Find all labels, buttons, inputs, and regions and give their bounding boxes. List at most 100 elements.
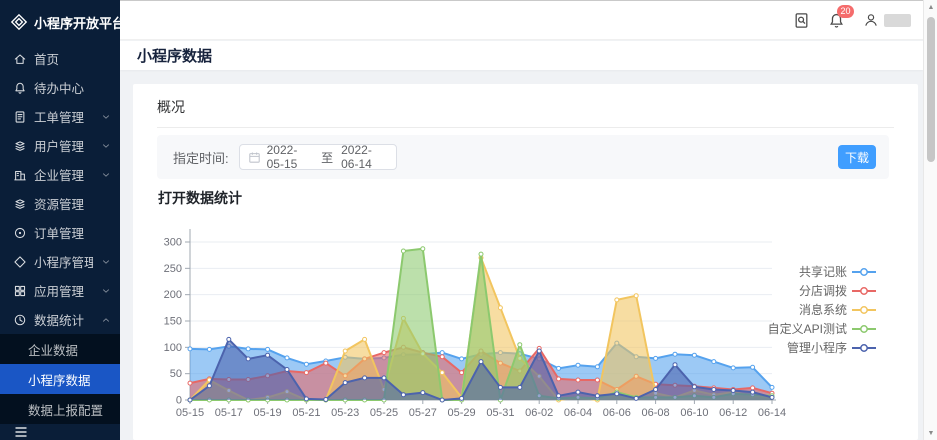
chevron-down-icon <box>100 256 112 268</box>
sidebar-item-label: 资源管理 <box>34 198 85 212</box>
sidebar-subitem[interactable]: 数据上报配置 <box>0 394 120 424</box>
sidebar-item-doc[interactable]: 工单管理 <box>0 102 120 131</box>
svg-text:05-23: 05-23 <box>331 407 359 419</box>
legend-item[interactable]: 共享记账 <box>768 262 877 281</box>
diamond-icon <box>13 255 27 269</box>
scroll-down-arrow[interactable]: ▼ <box>927 429 935 437</box>
legend-line-marker-icon <box>852 343 876 352</box>
layers-icon <box>13 197 27 211</box>
svg-text:05-25: 05-25 <box>370 407 398 419</box>
sidebar-subitem-label: 小程序数据 <box>28 373 91 388</box>
legend-label: 分店调拨 <box>798 284 847 298</box>
calendar-icon <box>248 151 261 164</box>
legend-line-marker-icon <box>852 324 876 333</box>
svg-text:250: 250 <box>164 263 182 275</box>
chart-title: 打开数据统计 <box>158 190 242 206</box>
sidebar-subitem-label: 企业数据 <box>28 343 79 358</box>
overview-card: 概况 指定时间: 2022-05-15 至 2022-06-14 下载 打开数据… <box>133 84 918 440</box>
sidebar-item-layers[interactable]: 资源管理 <box>0 189 120 218</box>
sidebar-item-order[interactable]: 订单管理 <box>0 218 120 247</box>
fold-menu-icon <box>13 424 29 440</box>
user-avatar-icon <box>863 12 879 28</box>
date-range-input[interactable]: 2022-05-15 至 2022-06-14 <box>238 143 397 171</box>
date-range-label: 指定时间: <box>173 150 229 166</box>
doc-icon <box>13 110 27 124</box>
user-name-redacted <box>884 13 911 27</box>
sidebar-subitem[interactable]: 小程序数据 <box>0 364 120 394</box>
sidebar-item-label: 工单管理 <box>34 111 85 125</box>
chevron-down-icon <box>100 285 112 297</box>
svg-text:06-02: 06-02 <box>525 407 553 419</box>
scroll-up-arrow[interactable]: ▲ <box>927 3 935 11</box>
sidebar-item-diamond[interactable]: 小程序管理 <box>0 247 120 276</box>
sidebar-subitem-label: 数据上报配置 <box>28 403 104 418</box>
bell-icon <box>13 81 27 95</box>
legend-item[interactable]: 自定义API测试 <box>768 319 877 338</box>
chevron-down-icon <box>100 140 112 152</box>
grid-icon <box>13 284 27 298</box>
legend-line-marker-icon <box>852 305 876 314</box>
section-divider <box>157 127 894 128</box>
legend-line-marker-icon <box>852 267 876 276</box>
notification-bell-icon[interactable]: 20 <box>828 4 854 29</box>
window-scrollbar[interactable]: ▲ ▼ <box>923 0 937 440</box>
sidebar-item-stats[interactable]: 数据统计 <box>0 305 120 334</box>
layers-icon <box>13 139 27 153</box>
date-end-value: 2022-06-14 <box>341 143 372 171</box>
svg-text:06-08: 06-08 <box>642 407 670 419</box>
svg-text:300: 300 <box>164 237 182 249</box>
date-separator: 至 <box>321 150 334 165</box>
sidebar-item-bell[interactable]: 待办中心 <box>0 73 120 102</box>
legend-label: 消息系统 <box>798 303 847 317</box>
legend-label: 共享记账 <box>798 265 847 279</box>
svg-text:05-29: 05-29 <box>448 407 476 419</box>
app-title: 小程序开放平台 <box>34 15 126 31</box>
chart-canvas: 0 50 100 150 200 250 300 05-15 05-17 05-19 05-21 05… <box>164 229 786 419</box>
sidebar-item-label: 应用管理 <box>34 285 85 299</box>
legend-label: 自定义API测试 <box>767 322 847 336</box>
sidebar-collapse-bar[interactable] <box>0 424 120 440</box>
sidebar-item-label: 用户管理 <box>34 140 85 154</box>
legend-item[interactable]: 消息系统 <box>768 300 877 319</box>
svg-text:05-17: 05-17 <box>215 407 243 419</box>
svg-text:06-10: 06-10 <box>680 407 708 419</box>
gem-logo-icon <box>10 13 28 31</box>
sidebar-item-label: 企业管理 <box>34 169 85 183</box>
app-logo[interactable]: 小程序开放平台 <box>0 0 125 44</box>
download-button[interactable]: 下载 <box>838 145 876 169</box>
sidebar-item-label: 首页 <box>34 53 60 67</box>
chart-legend: 共享记账 分店调拨 消息系统 自定义API测试 管理小程序 <box>768 262 877 357</box>
sidebar-item-label: 待办中心 <box>34 82 85 96</box>
svg-text:100: 100 <box>164 342 182 354</box>
section-title: 概况 <box>157 99 185 115</box>
user-menu[interactable] <box>863 12 911 28</box>
order-icon <box>13 226 27 240</box>
legend-item[interactable]: 管理小程序 <box>768 338 877 357</box>
sidebar: 小程序开放平台 首页 待办中心 工单管理 用户管理 企业管理 资源管理 订单管理… <box>0 0 125 440</box>
document-search-icon[interactable] <box>793 12 810 29</box>
sidebar-item-building[interactable]: 企业管理 <box>0 160 120 189</box>
svg-text:05-19: 05-19 <box>254 407 282 419</box>
page-title-bar: 小程序数据 <box>120 41 923 70</box>
date-filter-panel: 指定时间: 2022-05-15 至 2022-06-14 下载 <box>157 135 889 179</box>
open-data-statistics-chart: 0 50 100 150 200 250 300 05-15 05-17 05-19 05-21 05… <box>157 210 905 438</box>
building-icon <box>13 168 27 182</box>
sidebar-item-layers[interactable]: 用户管理 <box>0 131 120 160</box>
home-icon <box>13 52 27 66</box>
sidebar-item-grid[interactable]: 应用管理 <box>0 276 120 305</box>
scrollbar-thumb[interactable] <box>927 17 935 162</box>
notification-badge: 20 <box>837 4 854 18</box>
sidebar-subitem[interactable]: 企业数据 <box>0 334 120 364</box>
legend-label: 管理小程序 <box>786 341 847 355</box>
sidebar-item-label: 小程序管理 <box>34 256 93 270</box>
svg-text:06-04: 06-04 <box>564 407 592 419</box>
chevron-down-icon <box>100 111 112 123</box>
page-title: 小程序数据 <box>137 48 213 65</box>
top-header: 20 <box>120 0 923 40</box>
sidebar-item-home[interactable]: 首页 <box>0 44 120 73</box>
legend-item[interactable]: 分店调拨 <box>768 281 877 300</box>
chevron-up-icon <box>100 314 112 326</box>
date-start-value: 2022-05-15 <box>266 143 298 171</box>
svg-text:05-31: 05-31 <box>486 407 514 419</box>
svg-text:150: 150 <box>164 316 182 328</box>
